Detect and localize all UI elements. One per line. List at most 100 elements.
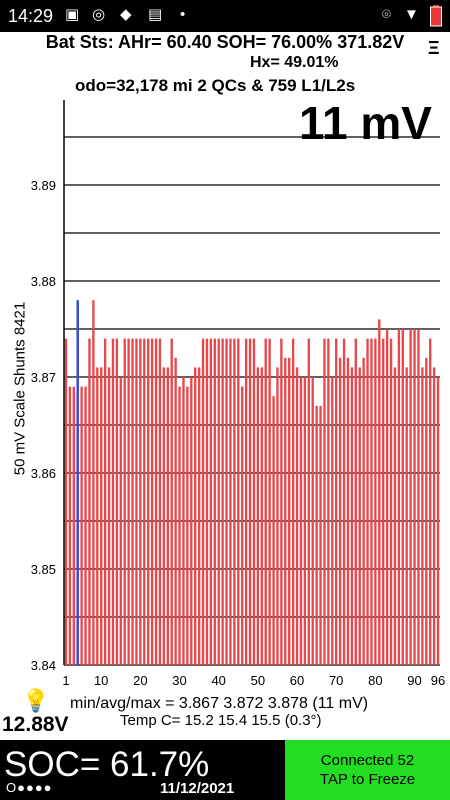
y-tick-label: 3.88 [31,274,56,289]
voltage-bar [127,338,130,665]
voltage-bar [331,377,334,665]
lightbulb-icon[interactable]: 💡 [22,688,50,713]
cell-voltage-chart[interactable]: 3.84 3.85 3.86 3.87 3.88 3.89 1 10 20 30 40 50 60 70… [0,90,450,695]
voltage-bar [225,338,228,665]
voltage-bar [338,357,342,665]
voltage-bar [382,338,385,665]
tag-icon: ◆ [120,6,132,23]
voltage-bar [103,338,107,665]
voltage-bar [358,367,361,665]
voltage-bar [174,357,177,665]
voltage-bar [311,377,314,665]
voltage-bar [135,338,138,665]
voltage-bar [123,338,126,665]
voltage-bar [111,338,115,665]
voltage-bar [432,367,436,665]
x-tick-label: 1 [62,673,69,688]
voltage-bar [139,338,142,665]
voltage-bar [147,338,150,665]
voltage-bar [295,367,299,665]
voltage-bar [413,329,416,665]
voltage-bar [307,338,310,665]
voltage-bar [366,338,369,665]
aux-voltage: 12.88V [2,713,69,736]
voltage-bar [201,338,205,665]
voltage-bar [335,338,338,665]
whatsapp-icon: ◎ [92,6,106,23]
x-tick-label: 20 [133,673,147,688]
status-time: 14:29 [8,6,54,26]
voltage-bar [80,386,83,665]
menu-icon[interactable]: Ξ [428,38,440,58]
voltage-bar [205,338,209,665]
voltage-bar [241,386,244,665]
soc-panel [0,740,285,800]
voltage-bar [346,357,350,665]
connection-button[interactable]: Connected 52 TAP to Freeze [285,740,450,800]
voltage-bar [244,338,248,665]
voltage-bar [119,377,122,665]
battery-status-line: Bat Sts: AHr= 60.40 SOH= 76.00% 371.82V [45,32,405,52]
y-axis-title: 50 mV Scale Shunts 8421 [11,301,29,476]
odometer-line: odo=32,178 mi 2 QCs & 759 L1/L2s [75,76,356,95]
voltage-bar [350,367,354,665]
voltage-bars [64,300,440,665]
voltage-bar [115,338,119,665]
voltage-bar [221,338,224,665]
y-tick-label: 3.85 [31,562,56,577]
voltage-bar [170,338,173,665]
voltage-bar [68,386,72,665]
voltage-bar [197,367,201,665]
voltage-bar [421,367,424,665]
voltage-bar [272,396,275,665]
freeze-hint: TAP to Freeze [319,771,416,788]
voltage-bar [213,338,216,665]
voltage-bar [178,386,181,665]
voltage-bar [280,338,283,665]
voltage-bar [315,405,318,665]
x-tick-label: 40 [211,673,225,688]
voltage-bar [233,338,236,665]
y-tick-labels: 3.84 3.85 3.86 3.87 3.88 3.89 [31,178,56,673]
voltage-bar [323,338,326,665]
voltage-bar [84,386,87,665]
voltage-bar [291,338,295,665]
voltage-bar [248,338,252,665]
voltage-bar [354,338,357,665]
voltage-bar [252,338,256,665]
voltage-bar [393,367,397,665]
location-icon: ⌾ [382,6,392,23]
voltage-bar [186,386,189,665]
voltage-bar [389,338,393,665]
voltage-bar [100,367,103,665]
voltage-bar [370,338,373,665]
voltage-bar [96,367,99,665]
connection-status: Connected 52 [320,752,415,769]
voltage-bar [107,367,111,665]
grid-lines [64,136,440,666]
voltage-bar [374,338,377,665]
voltage-bar [429,338,432,665]
voltage-bar [397,329,401,665]
voltage-bar [436,377,440,665]
voltage-bar [194,367,197,665]
image-icon: ▣ [65,6,80,23]
status-bar: 14:29 ▣ ◎ ◆ ▤ • ⌾ ▼ [0,0,450,32]
voltage-bar [276,367,279,665]
voltage-bar [92,300,95,665]
x-tick-label: 30 [172,673,186,688]
voltage-bar [299,377,303,665]
voltage-bar [405,367,408,665]
voltage-bar [288,357,291,665]
voltage-bar [166,367,169,665]
voltage-bar [264,338,267,665]
x-tick-label: 10 [94,673,108,688]
temperature: Temp C= 15.2 15.4 15.5 (0.3°) [120,712,322,729]
page-dots: O●●●● [6,780,53,795]
voltage-bar [417,329,420,665]
voltage-bar [362,357,365,665]
voltage-bar [319,405,322,665]
x-tick-label: 96 [431,673,445,688]
voltage-bar [131,338,134,665]
voltage-bar [409,329,412,665]
